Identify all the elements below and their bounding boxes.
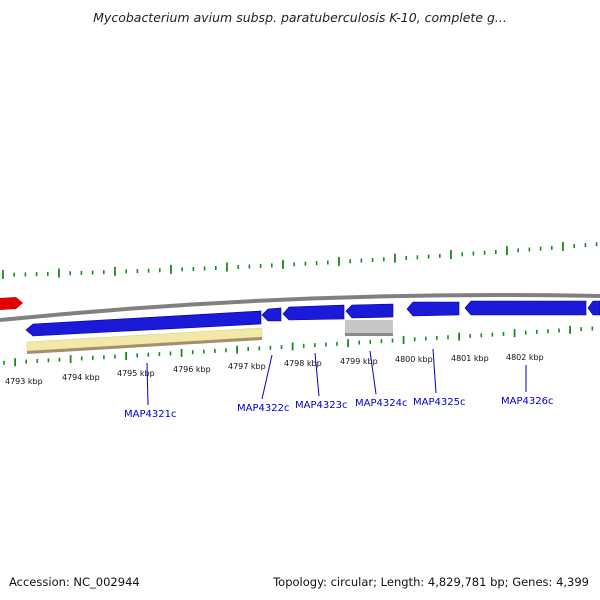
ruler-label: 4799 kbp: [340, 357, 378, 366]
highlight-region: [26, 327, 263, 354]
ruler-label: 4795 kbp: [117, 369, 155, 378]
ruler-label: 4796 kbp: [173, 365, 211, 374]
gene-leader-line: [146, 362, 149, 406]
gene-arrow-MAP4326c[interactable]: [464, 300, 587, 316]
genome-backbone: [0, 293, 600, 322]
gene-label-MAP4326c[interactable]: MAP4326c: [501, 396, 553, 407]
genome-summary: Topology: circular; Length: 4,829,781 bp…: [273, 575, 589, 589]
ruler-label: 4797 kbp: [228, 362, 266, 371]
gene-arrow-MAP4324c[interactable]: [345, 303, 394, 319]
ruler-label: 4802 kbp: [506, 353, 544, 362]
red-feature-marker[interactable]: [0, 297, 23, 310]
gene-arrow-partial-right[interactable]: [587, 300, 600, 316]
gene-labels[interactable]: MAP4321c MAP4322c MAP4323c MAP4324c MAP4325c…: [124, 396, 553, 420]
gene-label-MAP4322c[interactable]: MAP4322c: [237, 403, 289, 414]
gene-leader-line: [261, 354, 273, 400]
gene-arrow-MAP4325c[interactable]: [406, 301, 460, 317]
ruler-labels: 4793 kbp 4794 kbp 4795 kbp 4796 kbp 4797 kbp…: [5, 353, 544, 386]
accession-text: Accession: NC_002944: [9, 575, 140, 589]
gene-arrow-MAP4321c[interactable]: [25, 310, 262, 337]
gene-arrow-MAP4322c[interactable]: [261, 307, 282, 322]
gene-leader-line: [432, 348, 437, 394]
gene-label-MAP4324c[interactable]: MAP4324c: [355, 398, 407, 409]
gene-leader-line: [369, 350, 377, 395]
genome-title: Mycobacterium avium subsp. paratuberculo…: [93, 10, 507, 25]
ruler-label: 4794 kbp: [62, 373, 100, 382]
ruler-label: 4793 kbp: [5, 377, 43, 386]
gene-leader-line: [314, 352, 320, 397]
gene-label-MAP4325c[interactable]: MAP4325c: [413, 397, 465, 408]
ruler-label: 4801 kbp: [451, 354, 489, 363]
ruler-label: 4798 kbp: [284, 359, 322, 368]
gene-arrow-MAP4323c[interactable]: [282, 304, 345, 321]
gene-label-MAP4321c[interactable]: MAP4321c: [124, 409, 176, 420]
gene-label-MAP4323c[interactable]: MAP4323c: [295, 400, 347, 411]
pseudogene-box[interactable]: [345, 320, 393, 336]
inner-tick-track: [3, 325, 594, 367]
ruler-label: 4800 kbp: [395, 355, 433, 364]
gene-label-leaders: [146, 348, 527, 406]
outer-tick-track: [2, 241, 598, 279]
